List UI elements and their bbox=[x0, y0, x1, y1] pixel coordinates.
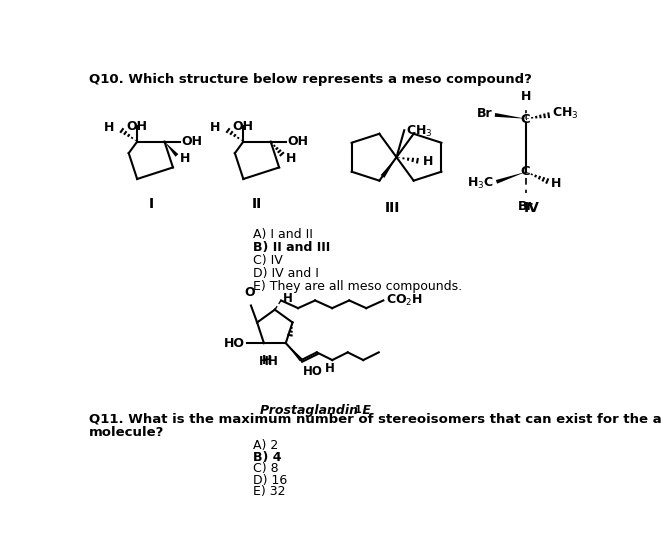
Polygon shape bbox=[496, 172, 526, 184]
Text: HO: HO bbox=[303, 364, 323, 378]
Text: OH: OH bbox=[182, 135, 202, 148]
Text: B) II and III: B) II and III bbox=[253, 241, 330, 254]
Text: H: H bbox=[210, 121, 220, 134]
Text: D) 16: D) 16 bbox=[253, 474, 288, 487]
Text: H: H bbox=[551, 177, 561, 190]
Polygon shape bbox=[494, 113, 526, 119]
Text: H: H bbox=[259, 356, 269, 368]
Polygon shape bbox=[381, 157, 397, 178]
Text: H: H bbox=[325, 362, 335, 374]
Text: OH: OH bbox=[127, 120, 147, 133]
Text: Br: Br bbox=[518, 200, 533, 212]
Text: C: C bbox=[521, 112, 531, 125]
Text: Q11. What is the maximum number of stereoisomers that can exist for the above Pr: Q11. What is the maximum number of stere… bbox=[89, 413, 661, 426]
Text: H: H bbox=[104, 121, 114, 134]
Text: I: I bbox=[148, 197, 153, 211]
Text: Prostaglandin E: Prostaglandin E bbox=[260, 404, 371, 416]
Text: CH$_3$: CH$_3$ bbox=[553, 106, 579, 121]
Text: 1: 1 bbox=[356, 405, 362, 415]
Text: E) 32: E) 32 bbox=[253, 485, 286, 498]
Text: OH: OH bbox=[233, 120, 254, 133]
Text: O: O bbox=[244, 286, 254, 299]
Text: IV: IV bbox=[524, 201, 540, 215]
Text: H: H bbox=[282, 293, 292, 305]
Text: HO: HO bbox=[224, 337, 245, 349]
Text: OH: OH bbox=[288, 135, 309, 148]
Text: CO$_2$H: CO$_2$H bbox=[385, 293, 423, 308]
Text: CH$_3$: CH$_3$ bbox=[406, 124, 432, 139]
Text: A) I and II: A) I and II bbox=[253, 228, 313, 241]
Text: C) IV: C) IV bbox=[253, 254, 283, 267]
Text: II: II bbox=[252, 197, 262, 211]
Text: H: H bbox=[521, 90, 531, 103]
Text: H: H bbox=[286, 152, 297, 165]
Text: Br: Br bbox=[477, 107, 492, 120]
Text: H$_3$C: H$_3$C bbox=[467, 176, 494, 191]
Text: H: H bbox=[180, 152, 190, 165]
Polygon shape bbox=[286, 343, 303, 361]
Text: B) 4: B) 4 bbox=[253, 451, 282, 463]
Text: H: H bbox=[262, 354, 272, 367]
Text: E) They are all meso compounds.: E) They are all meso compounds. bbox=[253, 280, 462, 294]
Text: H: H bbox=[268, 356, 278, 368]
Text: Q10. Which structure below represents a meso compound?: Q10. Which structure below represents a … bbox=[89, 72, 531, 86]
Text: D) IV and I: D) IV and I bbox=[253, 267, 319, 280]
Text: III: III bbox=[385, 201, 401, 215]
Text: C) 8: C) 8 bbox=[253, 462, 279, 475]
Text: A) 2: A) 2 bbox=[253, 439, 278, 452]
Text: C: C bbox=[520, 113, 530, 126]
Text: H: H bbox=[423, 155, 433, 168]
Text: molecule?: molecule? bbox=[89, 426, 164, 439]
Polygon shape bbox=[165, 142, 178, 156]
Text: C: C bbox=[520, 165, 530, 179]
